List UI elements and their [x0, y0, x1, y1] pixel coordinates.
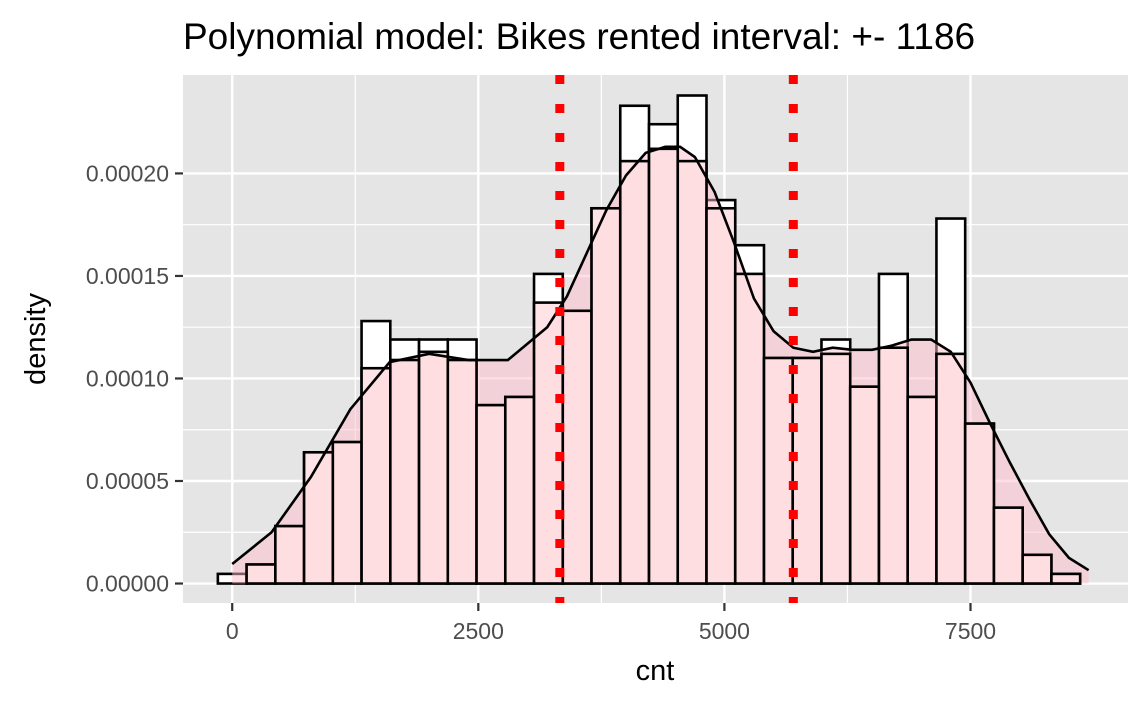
- predicted-bar: [446, 358, 478, 585]
- x-tick-label: 7500: [945, 618, 996, 644]
- predicted-bar: [963, 422, 996, 585]
- y-tick-label: 0.00000: [86, 571, 169, 597]
- predicted-bar: [705, 206, 737, 585]
- predicted-bar: [1021, 553, 1053, 585]
- predicted-bar: [245, 563, 277, 585]
- predicted-bar: [647, 147, 680, 585]
- y-tick-label: 0.00010: [86, 365, 169, 391]
- predicted-bar: [360, 366, 392, 585]
- y-tick-label: 0.00005: [86, 468, 169, 494]
- y-axis: 0.00000 0.00005 0.00010 0.00015 0.00020: [86, 160, 183, 597]
- predicted-bar: [906, 395, 938, 585]
- predicted-bar: [331, 440, 363, 585]
- x-tick-label: 2500: [453, 618, 504, 644]
- predicted-bar: [992, 506, 1024, 585]
- predicted-bar: [417, 350, 450, 585]
- predicted-bar: [791, 356, 823, 585]
- y-axis-title: density: [20, 293, 52, 385]
- predicted-bar: [503, 395, 536, 585]
- predicted-bar: [389, 358, 421, 585]
- predicted-bar: [848, 385, 881, 585]
- x-axis: 0 2500 5000 7500: [226, 603, 996, 644]
- predicted-bar: [302, 450, 335, 585]
- chart-title: Polynomial model: Bikes rented interval:…: [183, 16, 975, 57]
- predicted-bar: [877, 346, 909, 585]
- x-axis-title: cnt: [636, 655, 675, 687]
- y-tick-label: 0.00015: [86, 263, 169, 289]
- predicted-bar: [1050, 572, 1082, 585]
- predicted-bar: [561, 309, 593, 585]
- predicted-bar: [676, 159, 708, 585]
- predicted-bar: [935, 352, 967, 585]
- predicted-bar: [475, 403, 507, 585]
- predicted-bar: [762, 356, 795, 585]
- predicted-bar: [274, 524, 306, 585]
- predicted-bar: [820, 352, 852, 585]
- y-tick-label: 0.00020: [86, 160, 169, 186]
- interval-lines: [555, 75, 798, 603]
- density-line: [231, 145, 1090, 572]
- x-tick-label: 0: [226, 618, 239, 644]
- x-tick-label: 5000: [699, 618, 750, 644]
- predicted-bar: [532, 301, 565, 585]
- predicted-bar: [733, 272, 766, 585]
- predicted-bar: [590, 206, 622, 585]
- predicted-bar: [618, 159, 651, 585]
